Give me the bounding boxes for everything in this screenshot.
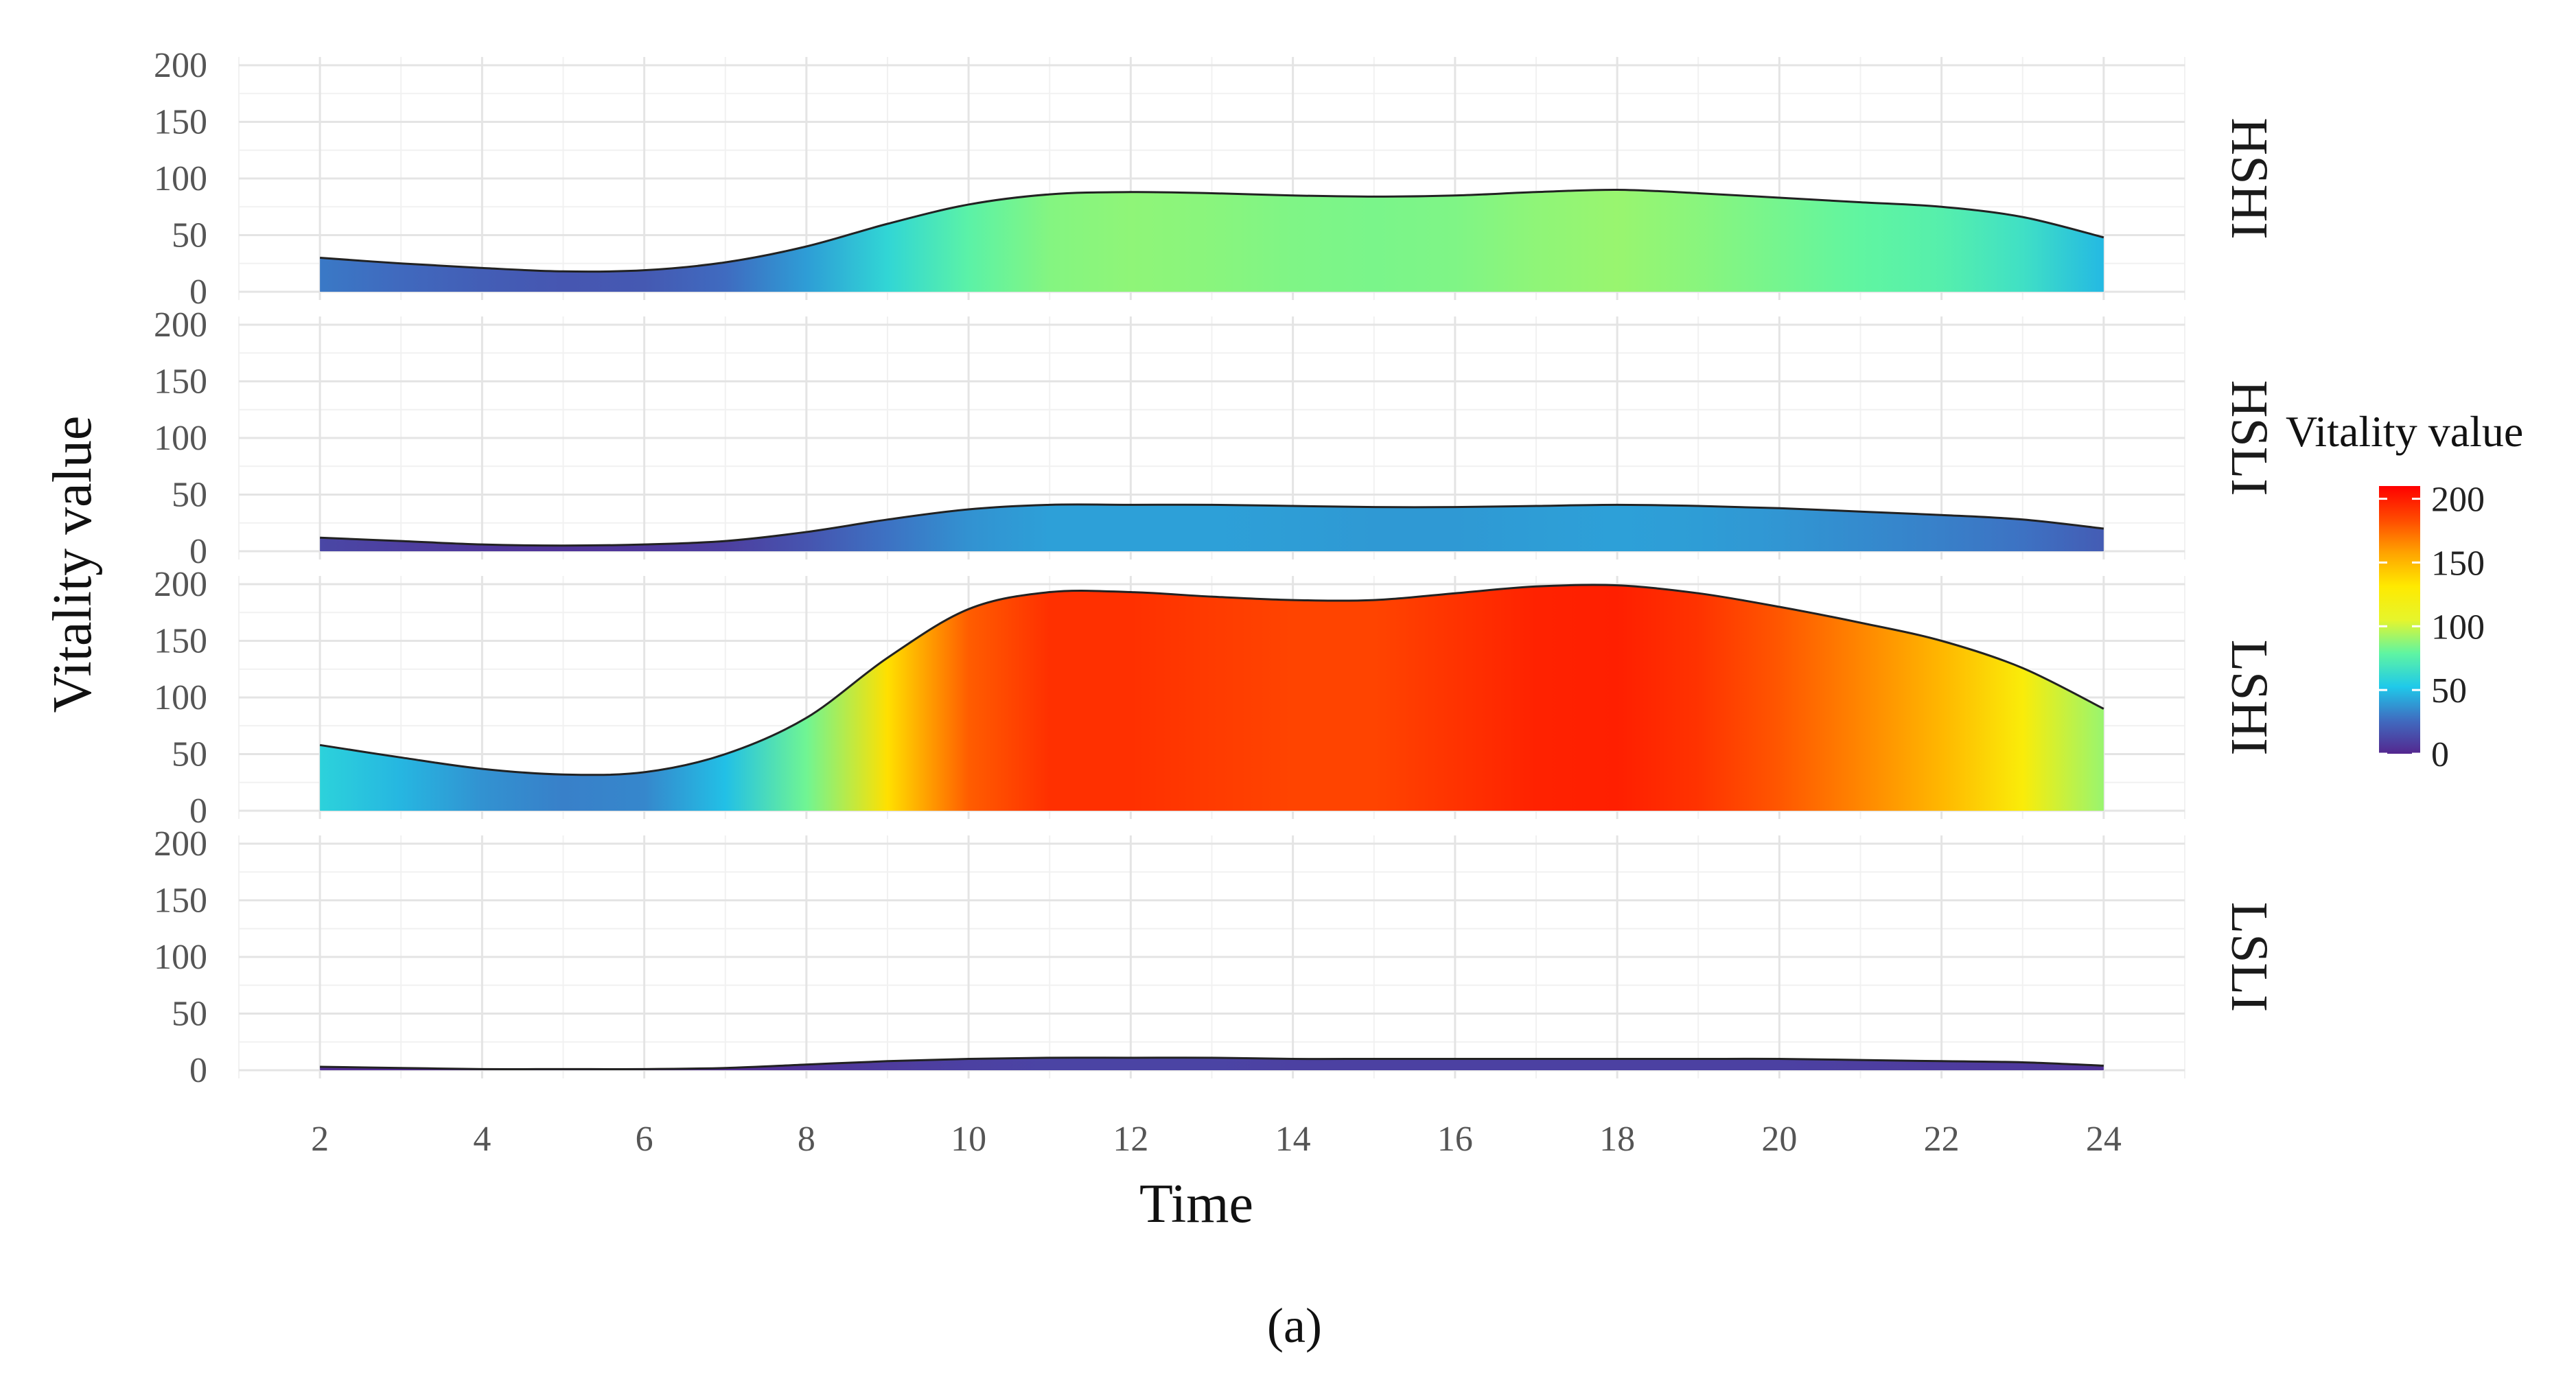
legend-tick-label: 100	[2431, 608, 2485, 647]
legend-tick-label: 150	[2431, 544, 2485, 583]
y-tick-label: 0	[189, 273, 207, 312]
area-outline-hshi	[320, 188, 2104, 273]
legend-colorbar	[2379, 486, 2420, 754]
x-tick-label: 6	[636, 1120, 653, 1159]
y-tick-label: 150	[154, 622, 207, 661]
area-hshi	[320, 189, 2104, 292]
x-tick-label: 10	[951, 1120, 986, 1159]
y-tick-label: 0	[189, 532, 207, 571]
legend-ticks: 0 50 100 150 200	[2379, 481, 2485, 774]
panel-lsli: 0 50 100 150 200 LSLI	[154, 824, 2278, 1090]
legend-title: Vitality value	[2286, 407, 2523, 456]
panel-hshi: 0 50 100 150 200 HSHI	[154, 46, 2278, 312]
x-tick-label: 2	[311, 1120, 329, 1159]
color-legend: Vitality value 0 50 100 150 200	[2286, 407, 2523, 774]
y-tick-label: 150	[154, 103, 207, 142]
facet-label-lsli: LSLI	[2220, 902, 2278, 1012]
y-tick-label: 100	[154, 159, 207, 198]
y-tick-label: 50	[172, 476, 207, 515]
y-tick-label: 100	[154, 419, 207, 458]
x-tick-label: 8	[798, 1120, 815, 1159]
y-tick-label: 200	[154, 565, 207, 604]
x-tick-label: 22	[1924, 1120, 1960, 1159]
x-tick-label: 12	[1113, 1120, 1148, 1159]
x-tick-label: 16	[1437, 1120, 1473, 1159]
y-axis-title: Vitality value	[43, 416, 103, 713]
legend-tick-label: 200	[2431, 481, 2485, 520]
y-tick-label: 0	[189, 1051, 207, 1090]
area-hsli	[320, 504, 2104, 551]
facet-label-lshi: LSHI	[2220, 640, 2278, 756]
x-tick-label: 20	[1761, 1120, 1797, 1159]
x-tick-label: 18	[1599, 1120, 1635, 1159]
facet-label-hsli: HSLI	[2220, 380, 2278, 496]
x-axis-title: Time	[1139, 1174, 1253, 1234]
y-tick-label: 200	[154, 824, 207, 864]
y-tick-label: 200	[154, 305, 207, 345]
area-lshi	[320, 584, 2104, 811]
area-outline-hsli	[320, 503, 2104, 547]
x-tick-label: 14	[1275, 1120, 1311, 1159]
y-tick-label: 50	[172, 735, 207, 774]
y-tick-label: 50	[172, 216, 207, 255]
y-tick-label: 50	[172, 995, 207, 1034]
x-axis: 2 4 6 8 10 12 14 16 18 20 22 24	[311, 1120, 2122, 1159]
legend-tick-label: 0	[2431, 735, 2449, 774]
panel-hsli: 0 50 100 150 200 HSLI	[154, 305, 2278, 571]
legend-tick-label: 50	[2431, 671, 2467, 711]
y-tick-label: 150	[154, 362, 207, 402]
y-tick-label: 100	[154, 678, 207, 717]
panel-lshi: 0 50 100 150 200 LSHI	[154, 565, 2278, 831]
area-outline-lshi	[319, 584, 2104, 776]
y-tick-label: 100	[154, 938, 207, 977]
figure-caption: (a)	[1267, 1298, 1322, 1353]
y-tick-label: 150	[154, 881, 207, 921]
y-tick-label: 0	[189, 792, 207, 831]
y-tick-label: 200	[154, 46, 207, 85]
x-tick-label: 24	[2086, 1120, 2122, 1159]
area-outline-lsli	[320, 1056, 2104, 1070]
facet-label-hshi: HSHI	[2220, 117, 2278, 239]
x-tick-label: 4	[473, 1120, 491, 1159]
facet-panels: 0 50 100 150 200 HSHI 0 50 100 150 200 HSLI 0 50 100 15…	[154, 46, 2278, 1090]
